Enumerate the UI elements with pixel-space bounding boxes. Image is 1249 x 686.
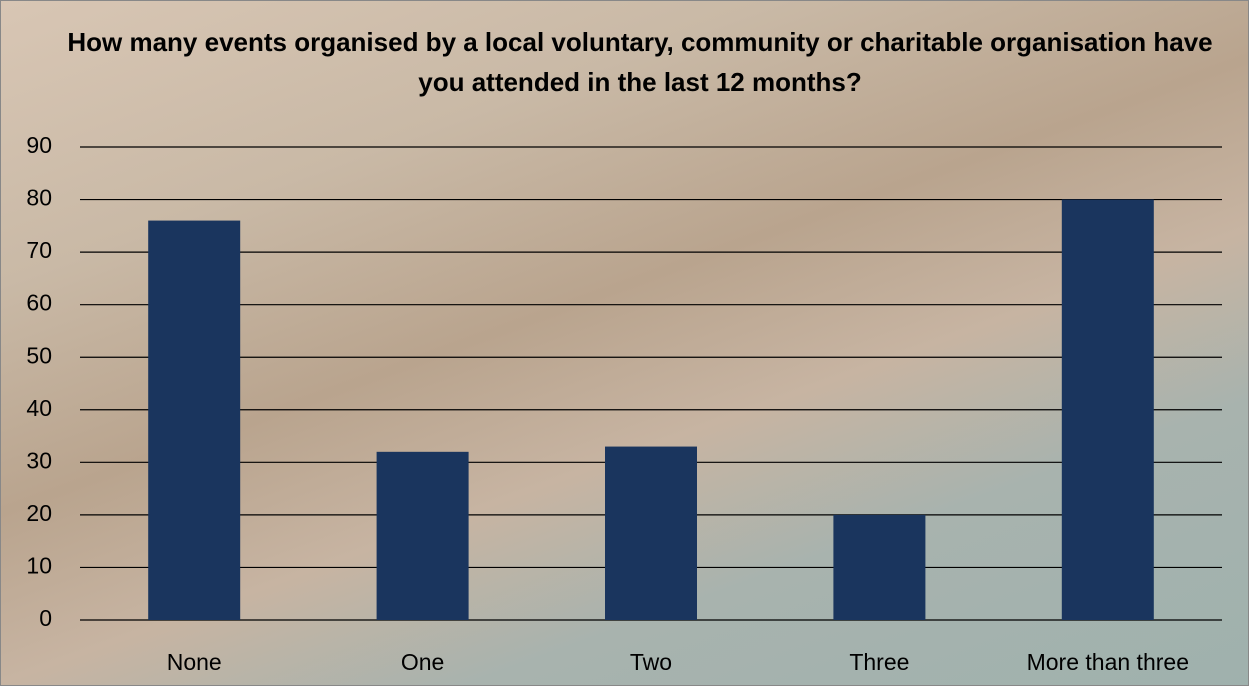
bar <box>833 515 925 620</box>
y-tick-label: 20 <box>26 500 52 526</box>
chart-title: How many events organised by a local vol… <box>60 22 1220 102</box>
x-tick-label: More than three <box>1027 649 1189 675</box>
y-tick-label: 10 <box>26 553 52 579</box>
bar <box>148 221 240 620</box>
y-tick-label: 50 <box>26 342 52 368</box>
y-tick-label: 30 <box>26 447 52 473</box>
bar <box>605 447 697 620</box>
chart: 0 10 20 30 40 50 60 70 80 90 None One Two Three More t… <box>0 0 1249 686</box>
y-tick-label: 80 <box>26 185 52 211</box>
x-tick-label: Two <box>630 649 672 675</box>
chart-container: 0 10 20 30 40 50 60 70 80 90 None One Two Three More t… <box>0 0 1249 686</box>
bar <box>377 452 469 620</box>
y-tick-label: 70 <box>26 237 52 263</box>
x-tick-label: None <box>167 649 222 675</box>
y-tick-label: 0 <box>39 605 52 631</box>
x-tick-label: Three <box>849 649 909 675</box>
y-tick-label: 90 <box>26 132 52 158</box>
bar <box>1062 200 1154 620</box>
y-tick-label: 40 <box>26 395 52 421</box>
x-tick-label: One <box>401 649 444 675</box>
y-tick-label: 60 <box>26 290 52 316</box>
